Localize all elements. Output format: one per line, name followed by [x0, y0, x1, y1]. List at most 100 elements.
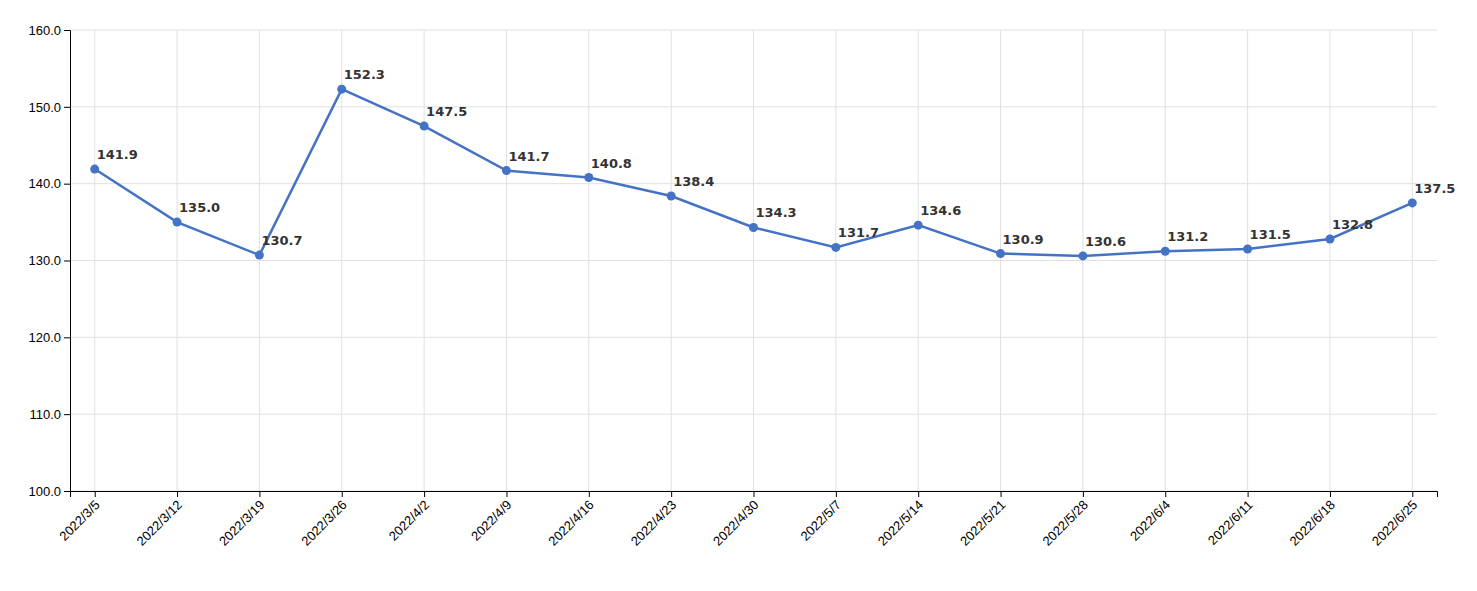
tick: 2022/4/23: [628, 491, 680, 549]
grid-line: [94, 30, 95, 491]
tick-mark: [259, 491, 260, 497]
tick-label: 2022/3/5: [56, 497, 102, 543]
tick-label: 2022/4/30: [710, 497, 762, 549]
tick-mark: [1083, 491, 1084, 497]
tick: 2022/4/16: [545, 491, 597, 549]
tick-mark: [64, 30, 70, 31]
tick-label: 100.0: [28, 484, 61, 499]
chart: 100.0110.0120.0130.0140.0150.0160.02022/…: [0, 0, 1477, 591]
grid-line: [671, 30, 672, 491]
point: [831, 243, 840, 252]
data-label: 141.7: [508, 149, 549, 164]
point: [173, 218, 182, 227]
point: [996, 249, 1005, 258]
tick: 130.0: [28, 253, 70, 268]
tick-mark: [64, 261, 70, 262]
data-label: 135.0: [179, 200, 220, 215]
point: [255, 251, 264, 260]
tick-label: 130.0: [28, 253, 61, 268]
grid-line: [341, 30, 342, 491]
tick: 2022/3/12: [134, 491, 186, 549]
line: [95, 89, 1413, 256]
data-label: 131.2: [1167, 229, 1208, 244]
tick-label: 150.0: [28, 99, 61, 114]
tick: 2022/5/28: [1039, 491, 1091, 549]
data-label: 130.6: [1085, 234, 1126, 249]
tick: 2022/5/21: [957, 491, 1009, 549]
grid-line: [918, 30, 919, 491]
tick-mark: [342, 491, 343, 497]
point: [1408, 198, 1417, 207]
data-label: 141.9: [97, 147, 138, 162]
marks: [90, 85, 1417, 261]
tick-label: 2022/6/18: [1287, 497, 1339, 549]
tick-mark: [754, 491, 755, 497]
tick-mark: [177, 491, 178, 497]
tick-label: 2022/4/9: [468, 497, 514, 543]
data-label: 138.4: [673, 174, 714, 189]
tick: 2022/4/9: [468, 491, 514, 544]
tick-label: 2022/4/2: [386, 497, 432, 543]
data-label: 131.5: [1250, 227, 1291, 242]
grid-line: [424, 30, 425, 491]
axis-line: [64, 31, 71, 492]
tick: 2022/5/7: [798, 491, 844, 544]
point: [1243, 244, 1252, 253]
tick-mark: [589, 491, 590, 497]
tick: 2022/6/18: [1287, 491, 1339, 549]
point: [914, 221, 923, 230]
point: [1161, 247, 1170, 256]
tick-mark: [424, 491, 425, 497]
grid-line: [1412, 30, 1413, 491]
grid-line: [1329, 30, 1330, 491]
point: [1078, 251, 1087, 260]
tick-mark: [506, 491, 507, 497]
point: [1325, 234, 1334, 243]
tick-mark: [836, 491, 837, 497]
tick: 2022/6/4: [1127, 491, 1173, 544]
axis-line: [71, 492, 1438, 498]
point: [502, 166, 511, 175]
grid: [70, 30, 1437, 491]
tick-label: 2022/6/25: [1369, 497, 1421, 549]
tick-mark: [64, 184, 70, 185]
data-labels: 141.9135.0130.7152.3147.5141.7140.8138.4…: [97, 67, 1456, 249]
plot-area: 100.0110.0120.0130.0140.0150.0160.02022/…: [28, 23, 1455, 549]
tick: 2022/4/30: [710, 491, 762, 549]
tick: 2022/5/14: [875, 491, 927, 549]
grid-line: [1082, 30, 1083, 491]
grid-line: [259, 30, 260, 491]
tick-mark: [64, 414, 70, 415]
data-label: 147.5: [426, 104, 467, 119]
tick: 2022/6/11: [1205, 491, 1256, 548]
tick: 100.0: [28, 484, 70, 499]
tick-label: 2022/3/19: [216, 497, 268, 549]
tick: 2022/6/25: [1369, 491, 1421, 549]
tick-label: 2022/5/21: [957, 497, 1009, 549]
tick-mark: [1412, 491, 1413, 497]
point: [337, 85, 346, 94]
data-label: 130.9: [1003, 232, 1044, 247]
point: [420, 122, 429, 131]
tick-label: 140.0: [28, 176, 61, 191]
grid-line: [835, 30, 836, 491]
grid-line: [177, 30, 178, 491]
tick-mark: [918, 491, 919, 497]
tick-label: 2022/5/14: [875, 497, 927, 549]
grid-line: [588, 30, 589, 491]
tick-label: 2022/3/12: [134, 497, 186, 549]
y-axis: 100.0110.0120.0130.0140.0150.0160.0: [28, 23, 70, 499]
tick-label: 2022/5/7: [798, 497, 844, 543]
tick-mark: [95, 491, 96, 497]
tick-label: 2022/4/23: [628, 497, 680, 549]
data-label: 132.8: [1332, 217, 1373, 232]
tick-label: 2022/6/4: [1127, 497, 1173, 543]
tick-label: 2022/5/28: [1039, 497, 1091, 549]
tick: 120.0: [28, 330, 70, 345]
tick-mark: [64, 337, 70, 338]
grid-line: [1247, 30, 1248, 491]
tick-mark: [1001, 491, 1002, 497]
point: [584, 173, 593, 182]
tick-label: 110.0: [29, 407, 61, 422]
tick-label: 2022/6/11: [1205, 497, 1256, 548]
